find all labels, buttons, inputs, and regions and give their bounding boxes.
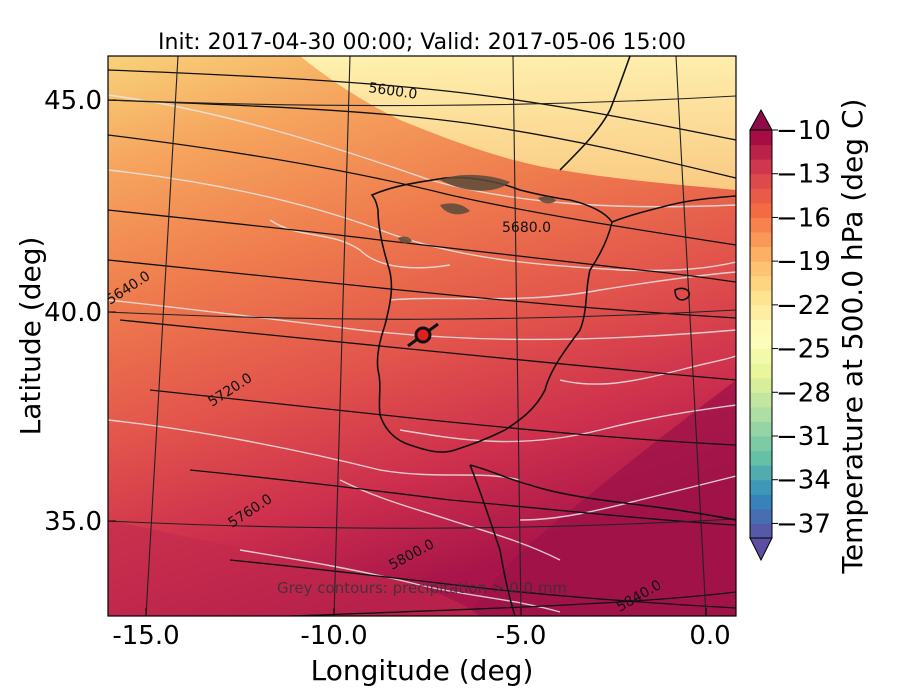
precipitation-note: Grey contours: precipitation > 0.0 mm bbox=[277, 579, 567, 597]
colorbar-tick-label: −31 bbox=[776, 422, 831, 452]
colorbar-tick-label: −37 bbox=[776, 509, 831, 539]
x-axis-label: Longitude (deg) bbox=[311, 654, 534, 687]
colorbar-segment bbox=[750, 406, 772, 422]
colorbar-segment bbox=[750, 130, 772, 146]
colorbar-tick-label: −25 bbox=[776, 335, 831, 365]
colorbar-frame bbox=[749, 129, 773, 539]
location-marker bbox=[407, 322, 439, 348]
france-coastline bbox=[559, 56, 736, 223]
colorbar-tick-label: −10 bbox=[776, 116, 831, 146]
x-tick-label: -5.0 bbox=[496, 621, 547, 651]
colorbar-segment bbox=[750, 319, 772, 335]
contour-label-5680: 5680.0 bbox=[502, 220, 551, 236]
mallorca-island bbox=[674, 287, 691, 301]
y-tick-label: 45.0 bbox=[44, 86, 102, 116]
colorbar-segment bbox=[750, 508, 772, 524]
colorbar-segment bbox=[750, 348, 772, 364]
colorbar-tick-label: −34 bbox=[776, 466, 831, 496]
colorbar-segment bbox=[750, 144, 772, 160]
colorbar-ticks: −10 −13 −16 −19 −22 −25 −28 −31 −34 −37 bbox=[772, 116, 831, 539]
colorbar-segment bbox=[750, 392, 772, 408]
colorbar-segment bbox=[750, 479, 772, 495]
colorbar-segment bbox=[750, 290, 772, 306]
height-contours bbox=[108, 69, 736, 616]
warm-region-southeast bbox=[470, 380, 736, 616]
x-tick-label: -10.0 bbox=[300, 621, 367, 651]
y-axis: 45.0 40.0 35.0 Latitude (deg) bbox=[14, 86, 116, 537]
contour-label-5600: 5600.0 bbox=[367, 80, 418, 103]
colorbar-segment bbox=[750, 246, 772, 262]
terrain-patches bbox=[398, 174, 556, 244]
colorbar-segment bbox=[750, 173, 772, 189]
colorbar-segment bbox=[750, 188, 772, 204]
y-tick-label: 35.0 bbox=[44, 507, 102, 537]
colorbar-segment bbox=[750, 202, 772, 218]
x-tick-label: 0.0 bbox=[689, 621, 730, 651]
plot-title: Init: 2017-04-30 00:00; Valid: 2017-05-0… bbox=[158, 30, 686, 55]
colorbar-segment bbox=[750, 159, 772, 175]
cold-region-north bbox=[300, 56, 736, 190]
colorbar-segment bbox=[750, 494, 772, 510]
colorbar-segment bbox=[750, 436, 772, 452]
map-panel: 5600.0 5640.0 5680.0 5720.0 5760.0 5800.… bbox=[108, 56, 736, 616]
colorbar-tick-label: −19 bbox=[776, 247, 831, 277]
y-tick-label: 40.0 bbox=[44, 298, 102, 328]
colorbar-segment bbox=[750, 232, 772, 248]
map-frame bbox=[107, 55, 737, 617]
warm-region-southwest bbox=[108, 520, 480, 616]
colorbar-tick-label: −28 bbox=[776, 378, 831, 408]
colorbar-segment bbox=[750, 334, 772, 350]
colorbar-segment bbox=[750, 421, 772, 437]
colorbar-segment bbox=[750, 363, 772, 379]
colorbar-segment bbox=[750, 261, 772, 277]
colorbar-tick-label: −13 bbox=[776, 160, 831, 190]
colorbar-segment bbox=[750, 377, 772, 393]
graticule bbox=[108, 56, 736, 616]
colorbar-label: Temperature at 500.0 hPa (deg C) bbox=[836, 99, 869, 575]
y-axis-label: Latitude (deg) bbox=[14, 237, 47, 436]
colorbar-segment bbox=[750, 523, 772, 539]
colorbar-extend-top bbox=[749, 108, 773, 131]
colorbar-segments bbox=[750, 130, 772, 539]
colorbar-segment bbox=[750, 450, 772, 466]
colorbar-segment bbox=[750, 304, 772, 320]
colorbar-tick-label: −22 bbox=[776, 291, 831, 321]
colorbar-segment bbox=[750, 217, 772, 233]
colorbar-segment bbox=[750, 465, 772, 481]
coastlines bbox=[370, 56, 736, 616]
colorbar: −10 −13 −16 −19 −22 −25 −28 −31 −34 −37 Temperatu… bbox=[749, 99, 869, 575]
colorbar-tick-label: −16 bbox=[776, 203, 831, 233]
colorbar-extend-bottom bbox=[749, 537, 773, 562]
x-tick-label: -15.0 bbox=[112, 621, 179, 651]
colorbar-segment bbox=[750, 275, 772, 291]
iberia-coastline bbox=[370, 176, 613, 453]
x-axis: -15.0 -10.0 -5.0 0.0 Longitude (deg) bbox=[112, 608, 731, 687]
north-africa-coastline bbox=[469, 464, 736, 616]
